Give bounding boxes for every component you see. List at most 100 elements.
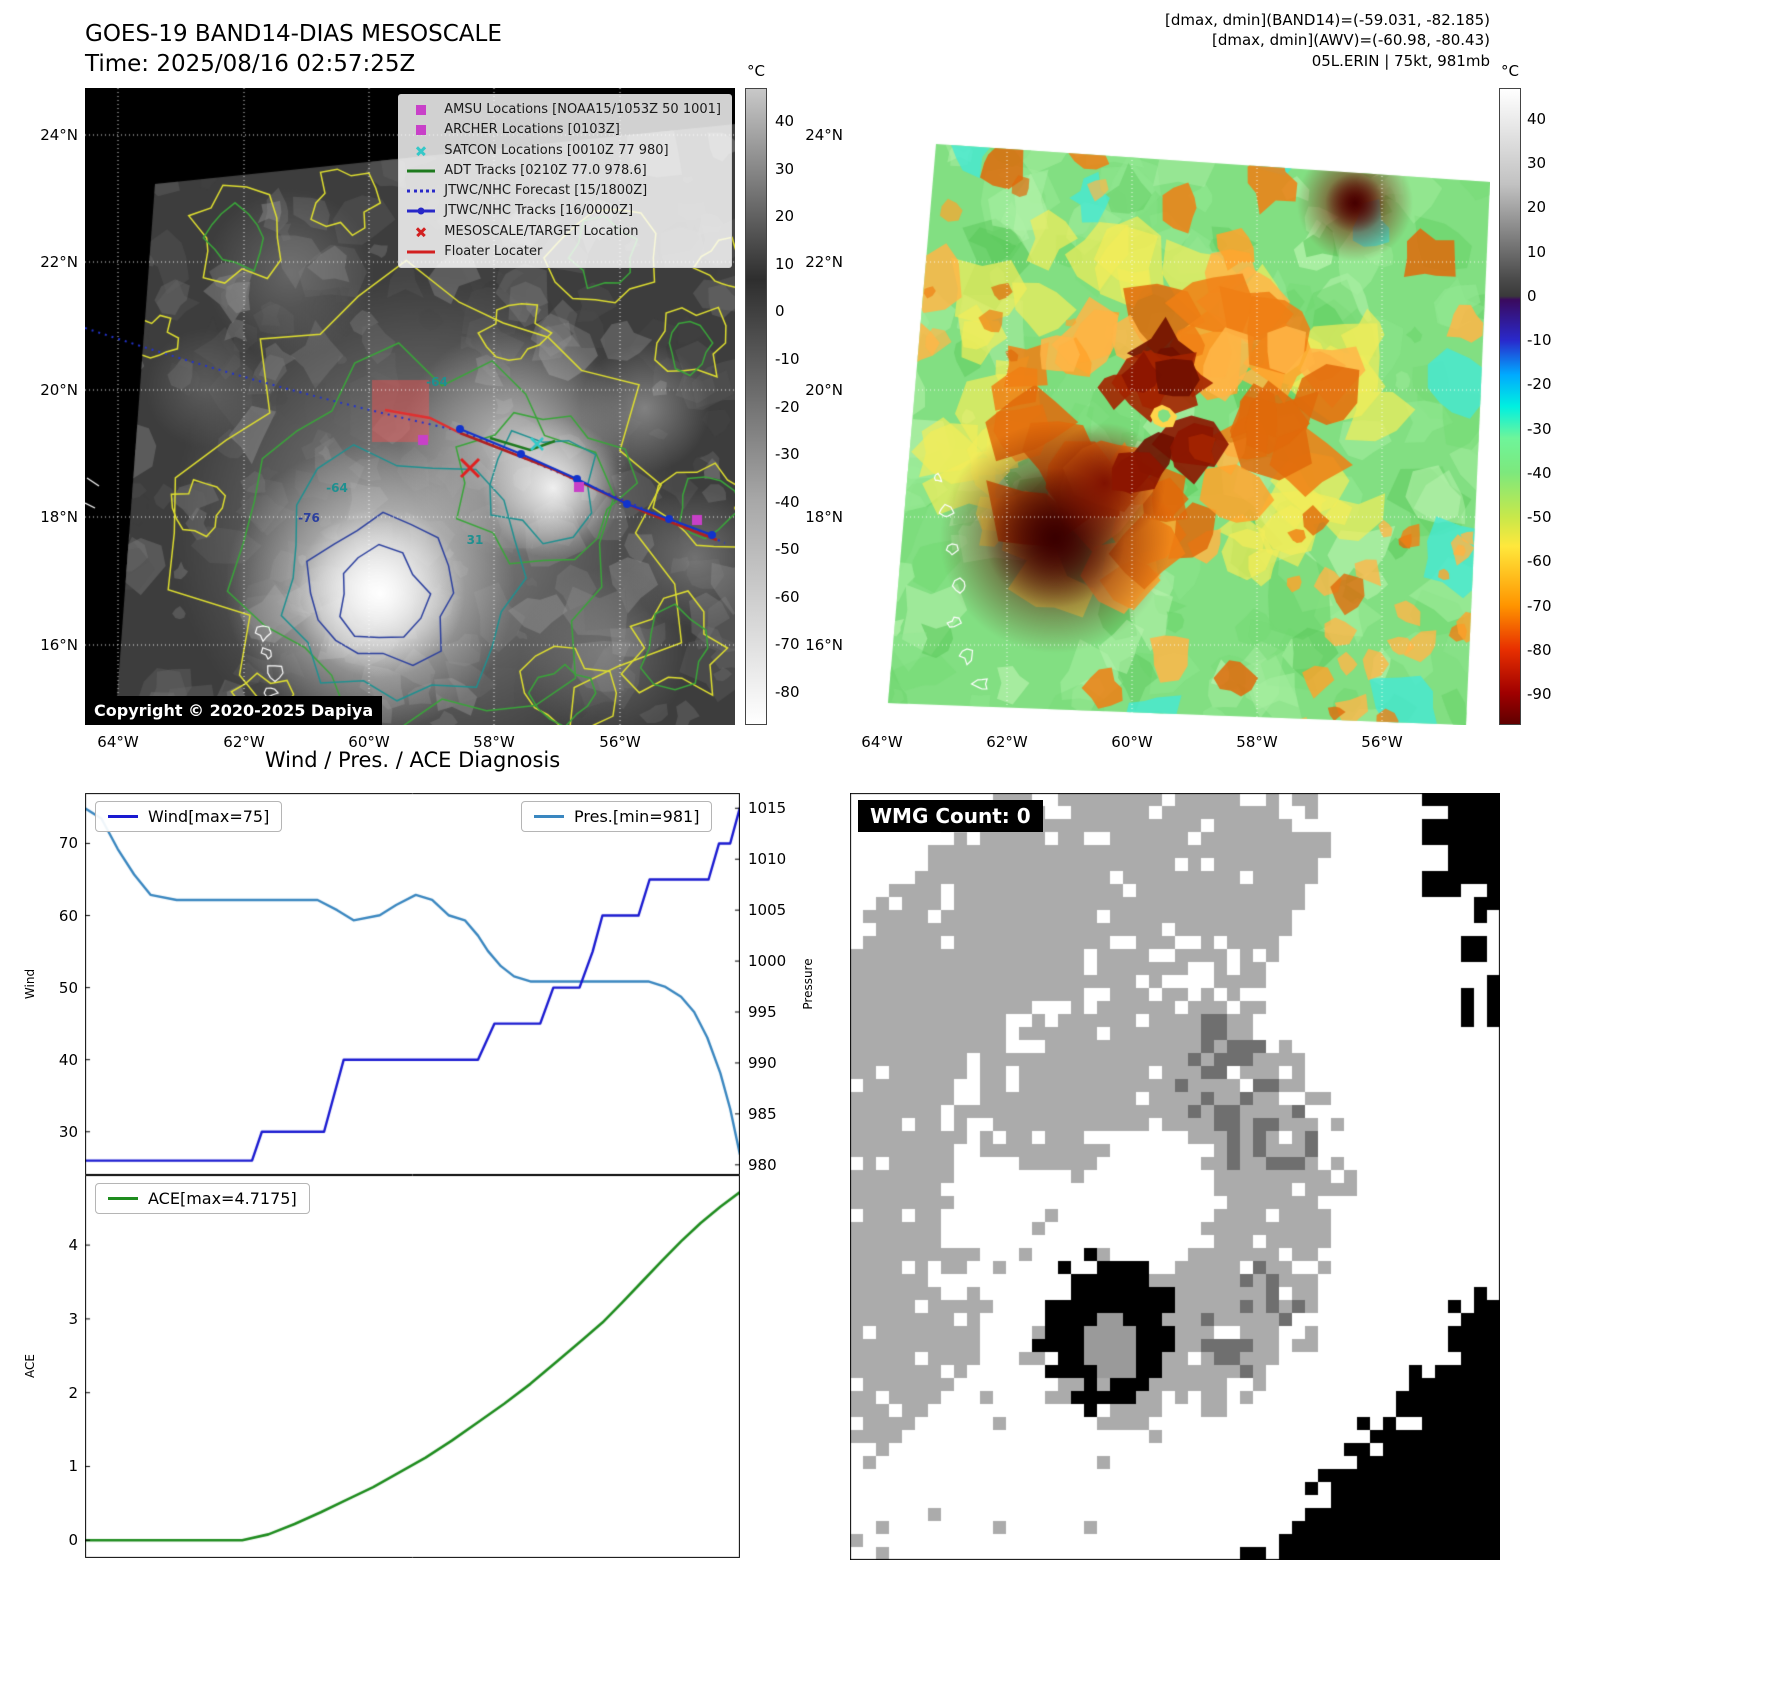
band14-panel-title: GOES-19 BAND14-DIAS MESOSCALE Time: 2025…: [85, 20, 502, 80]
lat-tick-right: 22°N: [805, 253, 843, 271]
band14-ir-map: -76 -64 -64 31 AMSU Locations [NOAA15/1053Z…: [85, 88, 735, 725]
pressure-axis-label: Pressure: [801, 958, 815, 1010]
grayscale-colorbar: [745, 88, 767, 725]
ace-tick: 0: [68, 1531, 78, 1550]
colorbar-right-tick: 10: [1527, 242, 1547, 261]
colorbar-right-tick: -10: [1527, 331, 1552, 350]
ace-axis-label: ACE: [23, 1354, 37, 1378]
pressure-tick: 1005: [748, 901, 787, 920]
colorbar-right-tick: -30: [1527, 419, 1552, 438]
legend-item-0: AMSU Locations [NOAA15/1053Z 50 1001]: [406, 102, 721, 118]
colorbar-right-tick: -20: [1527, 375, 1552, 394]
legend-marker-dotted: [406, 185, 436, 198]
legend-item-6: MESOSCALE/TARGET Location: [406, 224, 721, 240]
colorbar-right-tick: -60: [1527, 552, 1552, 571]
pressure-legend: Pres.[min=981]: [521, 801, 713, 832]
colorbar-left-tick: -60: [775, 587, 800, 606]
colorbar-left-tick: 20: [775, 207, 795, 226]
colorbar-unit-right: °C: [1501, 62, 1519, 80]
band14-time-line: Time: 2025/08/16 02:57:25Z: [85, 50, 416, 77]
pressure-tick: 1010: [748, 850, 787, 869]
contour-label-0: -76: [298, 511, 320, 525]
lon-tick-left: 64°W: [97, 733, 139, 751]
ace-tick: 4: [68, 1236, 78, 1255]
legend-item-7: Floater Locater: [406, 244, 721, 260]
wmg-pixel-image: [850, 793, 1500, 1560]
colorbar-left-tick: 10: [775, 254, 795, 273]
wind-tick: 70: [58, 834, 78, 853]
lat-tick-left: 24°N: [40, 126, 78, 144]
dmax-dmin-awv-text: [dmax, dmin](AWV)=(-60.98, -80.43): [1211, 31, 1490, 50]
colorbar-left-tick: -80: [775, 682, 800, 701]
lon-tick-left: 56°W: [599, 733, 641, 751]
pressure-legend-line: [534, 815, 564, 818]
colorbar-left-tick: 0: [775, 302, 785, 321]
legend-label: JTWC/NHC Forecast [15/1800Z]: [444, 183, 648, 198]
ace-tick: 3: [68, 1309, 78, 1328]
pressure-tick: 995: [748, 1003, 777, 1021]
awv-color-ir-map: [850, 88, 1490, 725]
wind-tick: 40: [58, 1050, 78, 1069]
ace-tick: 1: [68, 1457, 78, 1476]
dmax-dmin-band14-text: [dmax, dmin](BAND14)=(-59.031, -82.185): [1165, 11, 1490, 29]
wmg-count-badge: WMG Count: 0: [858, 800, 1043, 832]
colorbar-left-tick: -40: [775, 492, 800, 511]
lat-tick-right: 18°N: [805, 508, 843, 526]
colorbar-unit-left: °C: [747, 62, 765, 80]
contour-label-1: -64: [326, 481, 348, 495]
colorbar-left-tick: -30: [775, 445, 800, 464]
pressure-tick: 980: [748, 1155, 777, 1174]
copyright-notice: Copyright © 2020-2025 Dapiya: [85, 696, 383, 725]
lat-tick-left: 16°N: [40, 636, 78, 654]
legend-marker-x: [406, 144, 436, 157]
colorbar-left-tick: -70: [775, 635, 800, 654]
pressure-tick: 1015: [748, 799, 787, 818]
lat-tick-right: 24°N: [805, 126, 843, 144]
storm-id-intensity-text: 05L.ERIN | 75kt, 981mb: [1311, 51, 1490, 70]
colorbar-right-tick: 30: [1527, 154, 1547, 173]
legend-marker-line-dot: [406, 205, 436, 218]
colorbar-right-tick: 0: [1527, 286, 1537, 305]
awv-panel-header: [dmax, dmin](BAND14)=(-59.031, -82.185) …: [850, 10, 1490, 71]
colorbar-right-tick: 40: [1527, 109, 1547, 128]
lon-tick-right: 58°W: [1236, 733, 1278, 751]
diagnosis-section-title: Wind / Pres. / ACE Diagnosis: [264, 748, 561, 772]
colorbar-left-tick: -10: [775, 349, 800, 368]
rainbow-colorbar: [1499, 88, 1521, 725]
wind-tick: 30: [58, 1122, 78, 1141]
lon-tick-left: 62°W: [223, 733, 265, 751]
legend-item-1: ARCHER Locations [0103Z]: [406, 122, 721, 138]
colorbar-left-tick: 30: [775, 159, 795, 178]
legend-item-5: JTWC/NHC Tracks [16/0000Z]: [406, 203, 721, 219]
awv-color-ir-image: [850, 88, 1490, 725]
colorbar-left-tick: 40: [775, 112, 795, 131]
colorbar-right-tick: -50: [1527, 508, 1552, 527]
legend-label: Floater Locater: [444, 243, 543, 259]
legend-marker-square: [406, 124, 436, 137]
lon-tick-right: 60°W: [1111, 733, 1153, 751]
wind-legend-line: [108, 815, 138, 818]
lon-tick-left: 60°W: [348, 733, 390, 751]
pressure-tick: 985: [748, 1104, 777, 1123]
map-legend: AMSU Locations [NOAA15/1053Z 50 1001] ARC…: [398, 94, 732, 268]
ace-chart: [85, 1175, 740, 1558]
lat-tick-left: 18°N: [40, 508, 78, 526]
legend-label: SATCON Locations [0010Z 77 980]: [444, 142, 669, 158]
colorbar-right-tick: -70: [1527, 596, 1552, 615]
pressure-tick: 1000: [748, 952, 787, 971]
ace-tick: 2: [68, 1383, 78, 1402]
wind-pressure-plot: [85, 793, 740, 1175]
wind-legend: Wind[max=75]: [95, 801, 283, 832]
legend-label: ADT Tracks [0210Z 77.0 978.6]: [444, 162, 647, 178]
lon-tick-left: 58°W: [473, 733, 515, 751]
wind-tick: 50: [58, 978, 78, 997]
ace-legend-line: [108, 1197, 138, 1200]
colorbar-right-tick: -40: [1527, 463, 1552, 482]
legend-label: JTWC/NHC Tracks [16/0000Z]: [444, 203, 634, 219]
lat-tick-left: 20°N: [40, 381, 78, 399]
contour-labels: -76 -64 -64 31: [85, 88, 735, 725]
legend-marker-line: [406, 245, 436, 258]
wind-legend-label: Wind[max=75]: [148, 807, 270, 826]
lon-tick-right: 64°W: [861, 733, 903, 751]
